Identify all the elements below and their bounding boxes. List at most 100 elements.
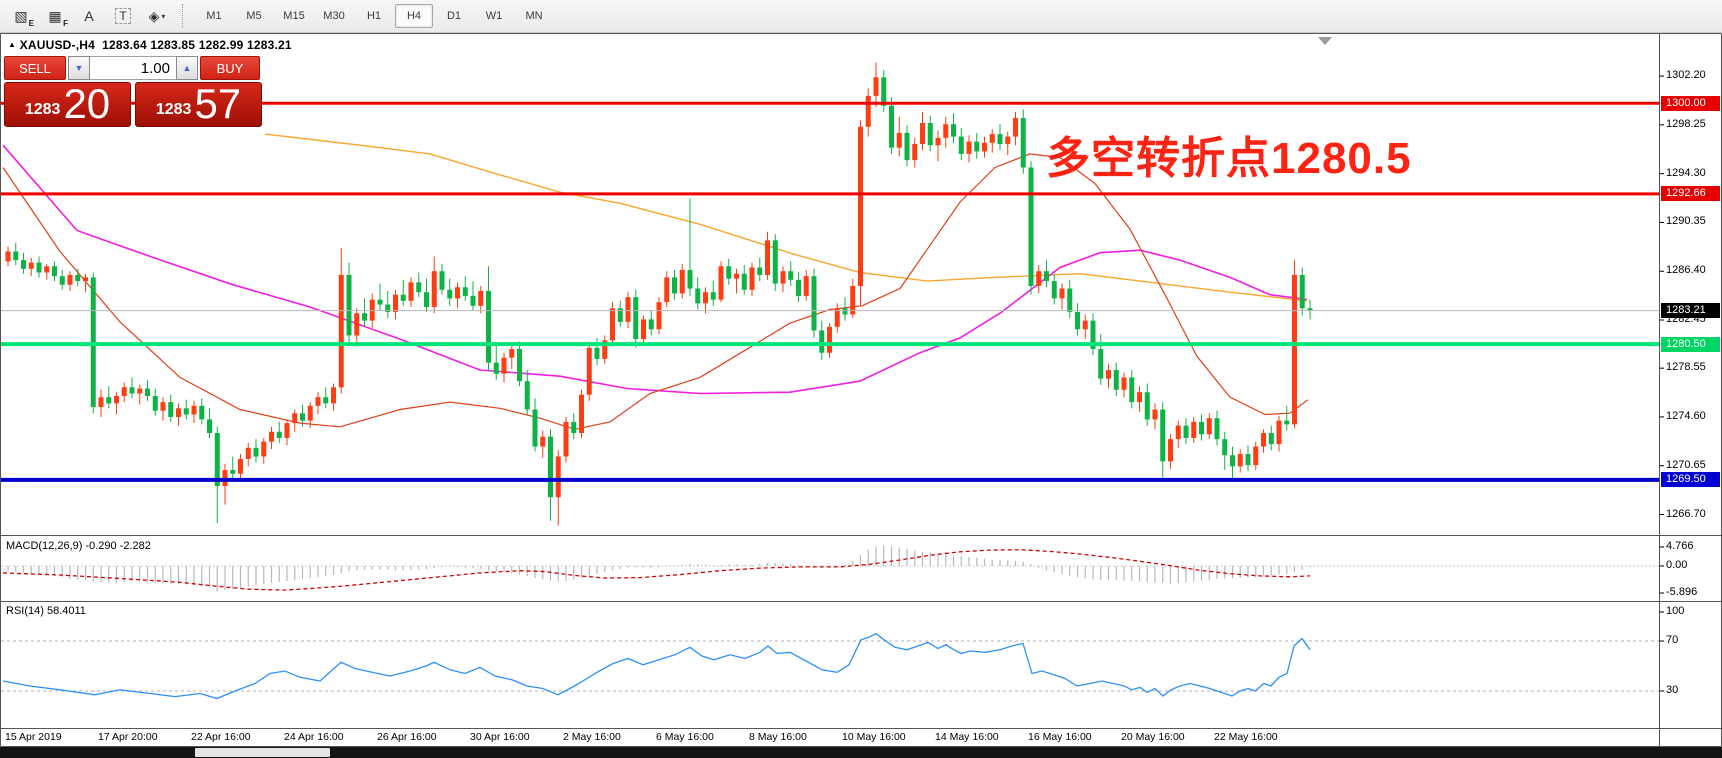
horizontal-scrollbar[interactable]	[0, 747, 1722, 758]
candle-body	[331, 387, 336, 404]
timeframe-button-d1[interactable]: D1	[446, 10, 462, 22]
price-axis: 1302.20 1298.25 1294.30 1290.35 1286.40 1282.…	[1660, 0, 1722, 758]
time-axis-label: 22 Apr 16:00	[191, 731, 251, 743]
candle-body	[858, 126, 863, 287]
timeframe-button-m5[interactable]: M5	[246, 10, 262, 22]
scrollbar-thumb[interactable]	[195, 748, 330, 757]
candle-body	[36, 262, 42, 273]
candle-body	[269, 431, 274, 442]
candle-body	[1152, 409, 1158, 420]
candle-body	[625, 297, 631, 322]
timeframe-button-m30[interactable]: M30	[323, 10, 345, 22]
candle-body	[873, 77, 879, 96]
candle-body	[1005, 136, 1011, 145]
candle-body	[1237, 453, 1243, 467]
price-axis-label: -5.896	[1666, 586, 1698, 598]
candle-body	[323, 397, 329, 404]
price-axis-label: 0.00	[1666, 559, 1688, 571]
candle-body	[796, 279, 801, 296]
candle-body	[129, 387, 135, 394]
candle-body	[207, 419, 212, 434]
time-axis: 15 Apr 2019 17 Apr 20:00 22 Apr 16:00 24 Ap…	[0, 729, 1722, 747]
sell-button[interactable]: SELL	[4, 56, 66, 80]
bid-price-pips: 20	[63, 80, 111, 127]
timeframe-button-m1[interactable]: M1	[206, 10, 222, 22]
candle-body	[1144, 392, 1150, 420]
candle-body	[52, 266, 57, 277]
bid-price-box[interactable]: 1283 20	[4, 82, 131, 127]
collapse-triangle-icon[interactable]: ▲	[8, 40, 17, 49]
candle-body	[524, 381, 530, 410]
candle-body	[648, 319, 654, 330]
candle-body	[1028, 167, 1034, 287]
macd-pane	[1, 545, 1659, 592]
crosshatch-pattern-icon[interactable]: ▧ E	[14, 7, 34, 29]
candle-body	[1268, 433, 1274, 445]
candle-body	[904, 132, 910, 161]
candle-body	[679, 269, 685, 294]
candle-body	[664, 277, 670, 303]
candle-body	[1183, 425, 1189, 438]
chart-shift-marker-icon[interactable]	[1318, 37, 1332, 45]
volume-input[interactable]	[90, 56, 176, 80]
text-tool-icon[interactable]: T	[107, 2, 139, 30]
price-axis-label: 1274.60	[1666, 409, 1706, 422]
candle-body	[1307, 308, 1313, 311]
candle-body	[943, 124, 949, 138]
time-axis-label: 20 May 16:00	[1121, 731, 1185, 743]
candle-body	[548, 436, 553, 498]
candle-body	[602, 340, 608, 359]
candle-body	[703, 292, 708, 304]
time-axis-label: 26 Apr 16:00	[377, 731, 437, 743]
grid-pattern-icon[interactable]: ▦ F	[48, 7, 68, 29]
candle-body	[1175, 425, 1181, 440]
drawing-tools-group: ▧ E ▦ F A T ◈ ▾	[4, 2, 174, 30]
candle-body	[780, 271, 786, 284]
price-badge: 1300.00	[1661, 95, 1720, 111]
candle-body	[346, 274, 352, 336]
buy-button[interactable]: BUY	[200, 56, 260, 80]
candle-body	[152, 395, 158, 411]
main-pane	[1, 62, 1659, 526]
price-axis-label: 1286.40	[1666, 264, 1706, 277]
candle-body	[641, 319, 646, 340]
arrow-style-tool-icon[interactable]: ◈ ▾	[148, 7, 166, 24]
candle-body	[563, 421, 569, 457]
candle-body	[230, 470, 236, 474]
timeframe-button-h1[interactable]: H1	[366, 10, 382, 22]
timeframe-button-mn[interactable]: MN	[525, 10, 543, 22]
candle-body	[1206, 418, 1212, 435]
candle-body	[889, 105, 894, 148]
chart-annotation-text: 多空转折点1280.5	[1046, 134, 1412, 183]
timeframe-button-w1[interactable]: W1	[485, 10, 503, 22]
volume-increase-button[interactable]: ▲	[176, 56, 198, 80]
candle-body	[1168, 439, 1173, 462]
candle-body	[362, 313, 367, 321]
candle-body	[951, 124, 956, 137]
candle-body	[1113, 370, 1119, 390]
timeframe-button-m15[interactable]: M15	[283, 10, 305, 22]
ask-price-box[interactable]: 1283 57	[135, 82, 262, 127]
candle-body	[749, 267, 755, 290]
timeframe-group: M1 M5 M15 M30 H1 H4 D1 W1 MN	[194, 4, 554, 28]
candle-body	[982, 142, 987, 152]
candle-body	[834, 308, 840, 327]
candle-body	[695, 288, 701, 304]
candle-body	[1214, 418, 1220, 440]
text-label-tool-icon[interactable]: A	[84, 8, 94, 24]
timeframe-button-h4[interactable]: H4	[395, 4, 433, 28]
toolbar: ▧ E ▦ F A T ◈ ▾ M1 M5 M15 M30 H1 H4 D1 W1 MN	[0, 0, 1722, 33]
candle-body	[1222, 439, 1228, 456]
time-axis-label: 14 May 16:00	[935, 731, 999, 743]
volume-decrease-button[interactable]: ▼	[68, 56, 90, 80]
candle-body	[571, 421, 577, 434]
candle-body	[5, 251, 11, 262]
candle-body	[1276, 420, 1282, 445]
candle-body	[726, 266, 732, 279]
candle-body	[1059, 288, 1065, 299]
price-axis-label: 1290.35	[1666, 215, 1706, 228]
candle-body	[594, 347, 600, 359]
candle-body	[137, 388, 143, 394]
chart-title: ▲ XAUUSD-,H4 1283.64 1283.85 1282.99 128…	[8, 38, 292, 52]
